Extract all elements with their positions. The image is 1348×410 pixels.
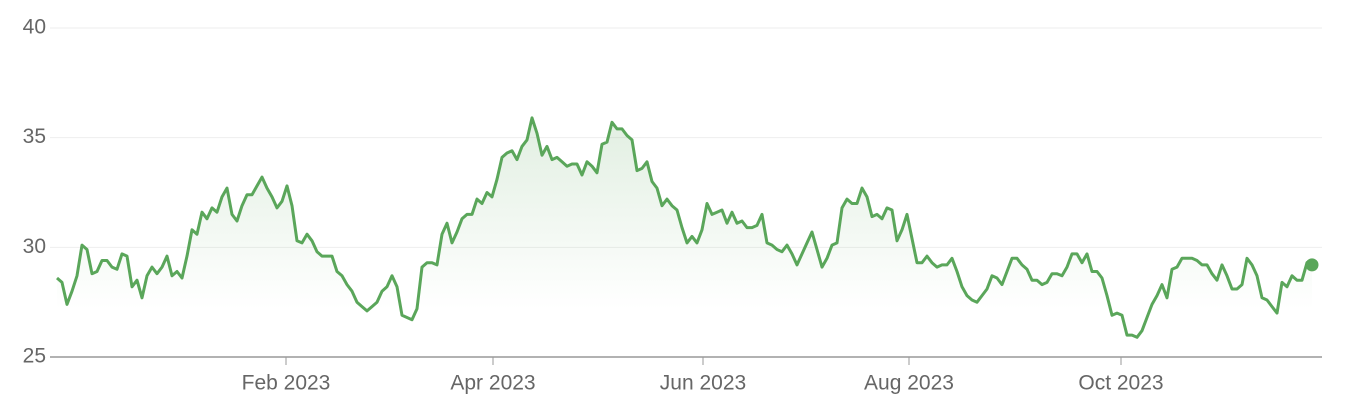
x-tick-label: Apr 2023 — [450, 372, 535, 395]
x-tick-label: Jun 2023 — [660, 372, 746, 395]
line — [56, 116, 1313, 339]
y-tick-label: 35 — [23, 125, 46, 148]
x-tick-label: Feb 2023 — [242, 372, 331, 395]
y-tick-label: 30 — [23, 235, 46, 258]
end-point — [1305, 258, 1319, 272]
y-tick-label: 25 — [23, 345, 46, 368]
x-tick-label: Oct 2023 — [1078, 372, 1163, 395]
y-tick-label: 40 — [23, 16, 46, 39]
x-tick-label: Aug 2023 — [864, 372, 954, 395]
